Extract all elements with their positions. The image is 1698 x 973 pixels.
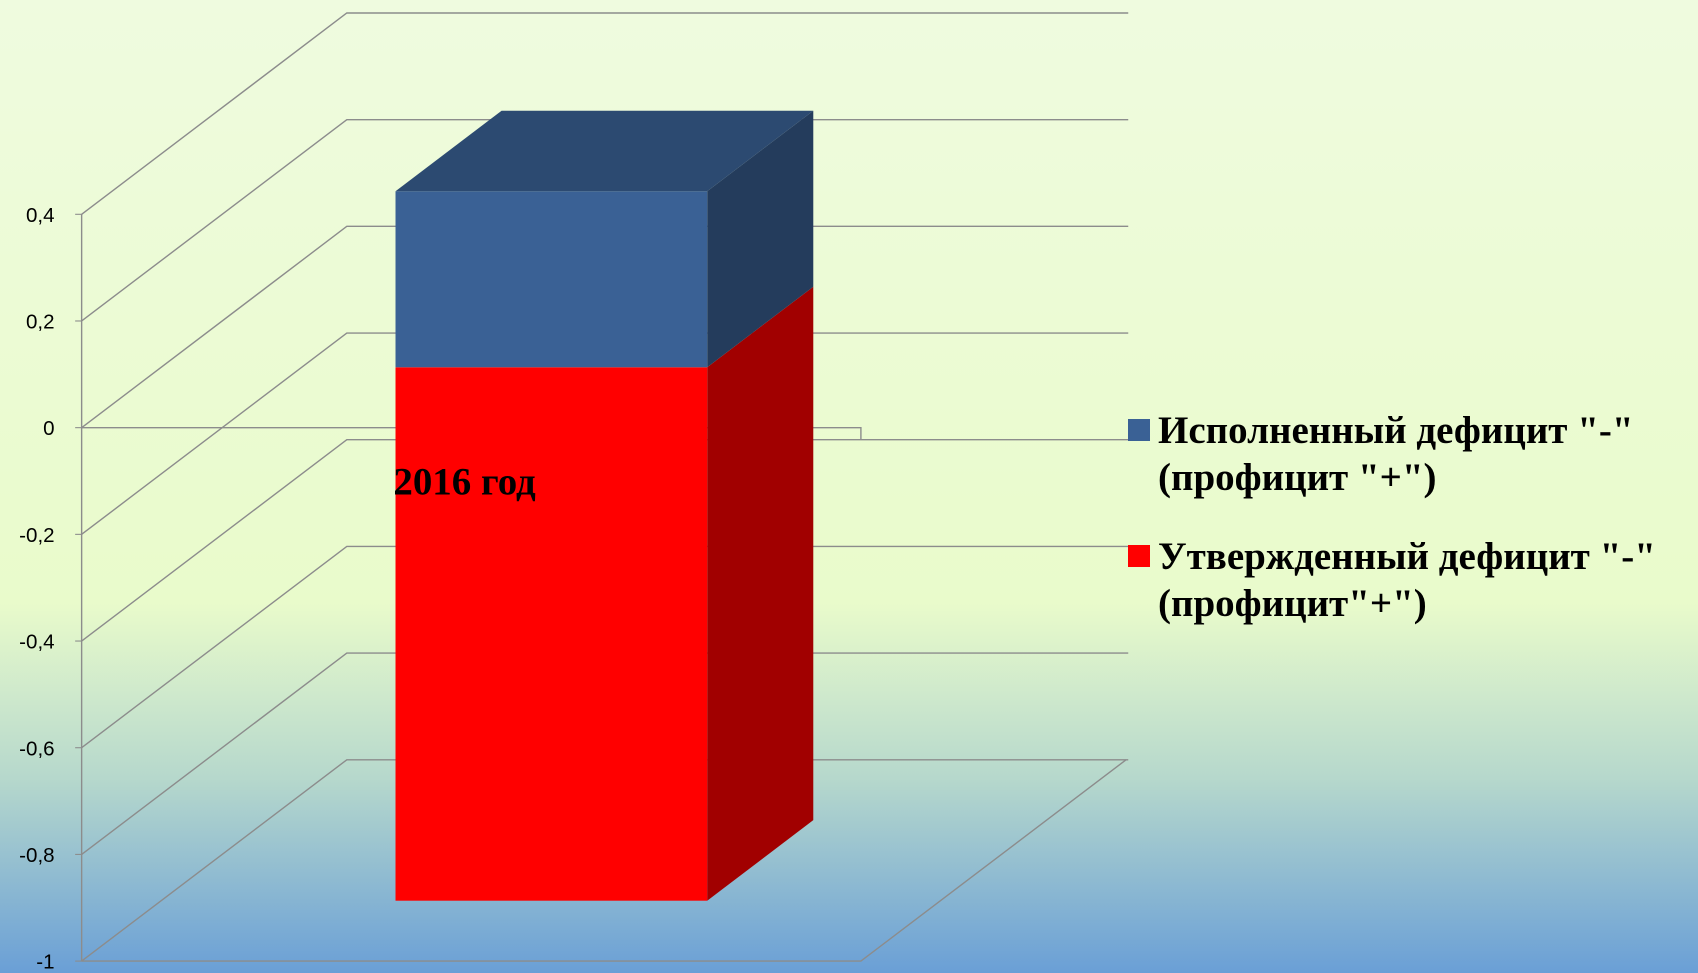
- y-tick-label: 0,4: [26, 204, 55, 227]
- bar-side: [707, 286, 814, 901]
- y-tick-label: -1: [36, 951, 54, 973]
- grid-line: [81, 118, 1129, 322]
- y-tick-label: 0,2: [26, 311, 55, 334]
- grid-line: [81, 652, 1129, 855]
- bar-side: [707, 110, 814, 368]
- category-label: 2016 год: [393, 461, 536, 504]
- y-tick-label: -0,2: [19, 524, 54, 547]
- grid-line: [81, 332, 1129, 535]
- legend-swatch: [1128, 544, 1150, 567]
- bar-top: [395, 110, 814, 192]
- grid-line: [81, 225, 1129, 429]
- grid-line: [81, 759, 1129, 962]
- grid-line: [81, 439, 1129, 642]
- y-tick-label: -0,8: [19, 844, 54, 867]
- floor-edge: [81, 759, 1127, 962]
- legend-swatch: [1128, 419, 1150, 442]
- y-tick-label: -0,4: [19, 631, 54, 654]
- y-tick-label: -0,6: [19, 737, 54, 760]
- bar: [395, 367, 708, 901]
- legend-label: Исполненный дефицит "-" (профицит "+"): [1158, 409, 1634, 500]
- grid-line: [81, 545, 1129, 749]
- y-tick-label: 0: [43, 417, 54, 440]
- legend-entry: Утвержденный дефицит "-" (профицит"+"): [1128, 533, 1698, 627]
- legend-entry: Исполненный дефицит "-" (профицит "+"): [1128, 407, 1698, 501]
- bar: [395, 191, 708, 368]
- zero-plane: [81, 426, 862, 440]
- legend-label: Утвержденный дефицит "-" (профицит"+"): [1158, 534, 1656, 625]
- grid-line: [81, 12, 1129, 215]
